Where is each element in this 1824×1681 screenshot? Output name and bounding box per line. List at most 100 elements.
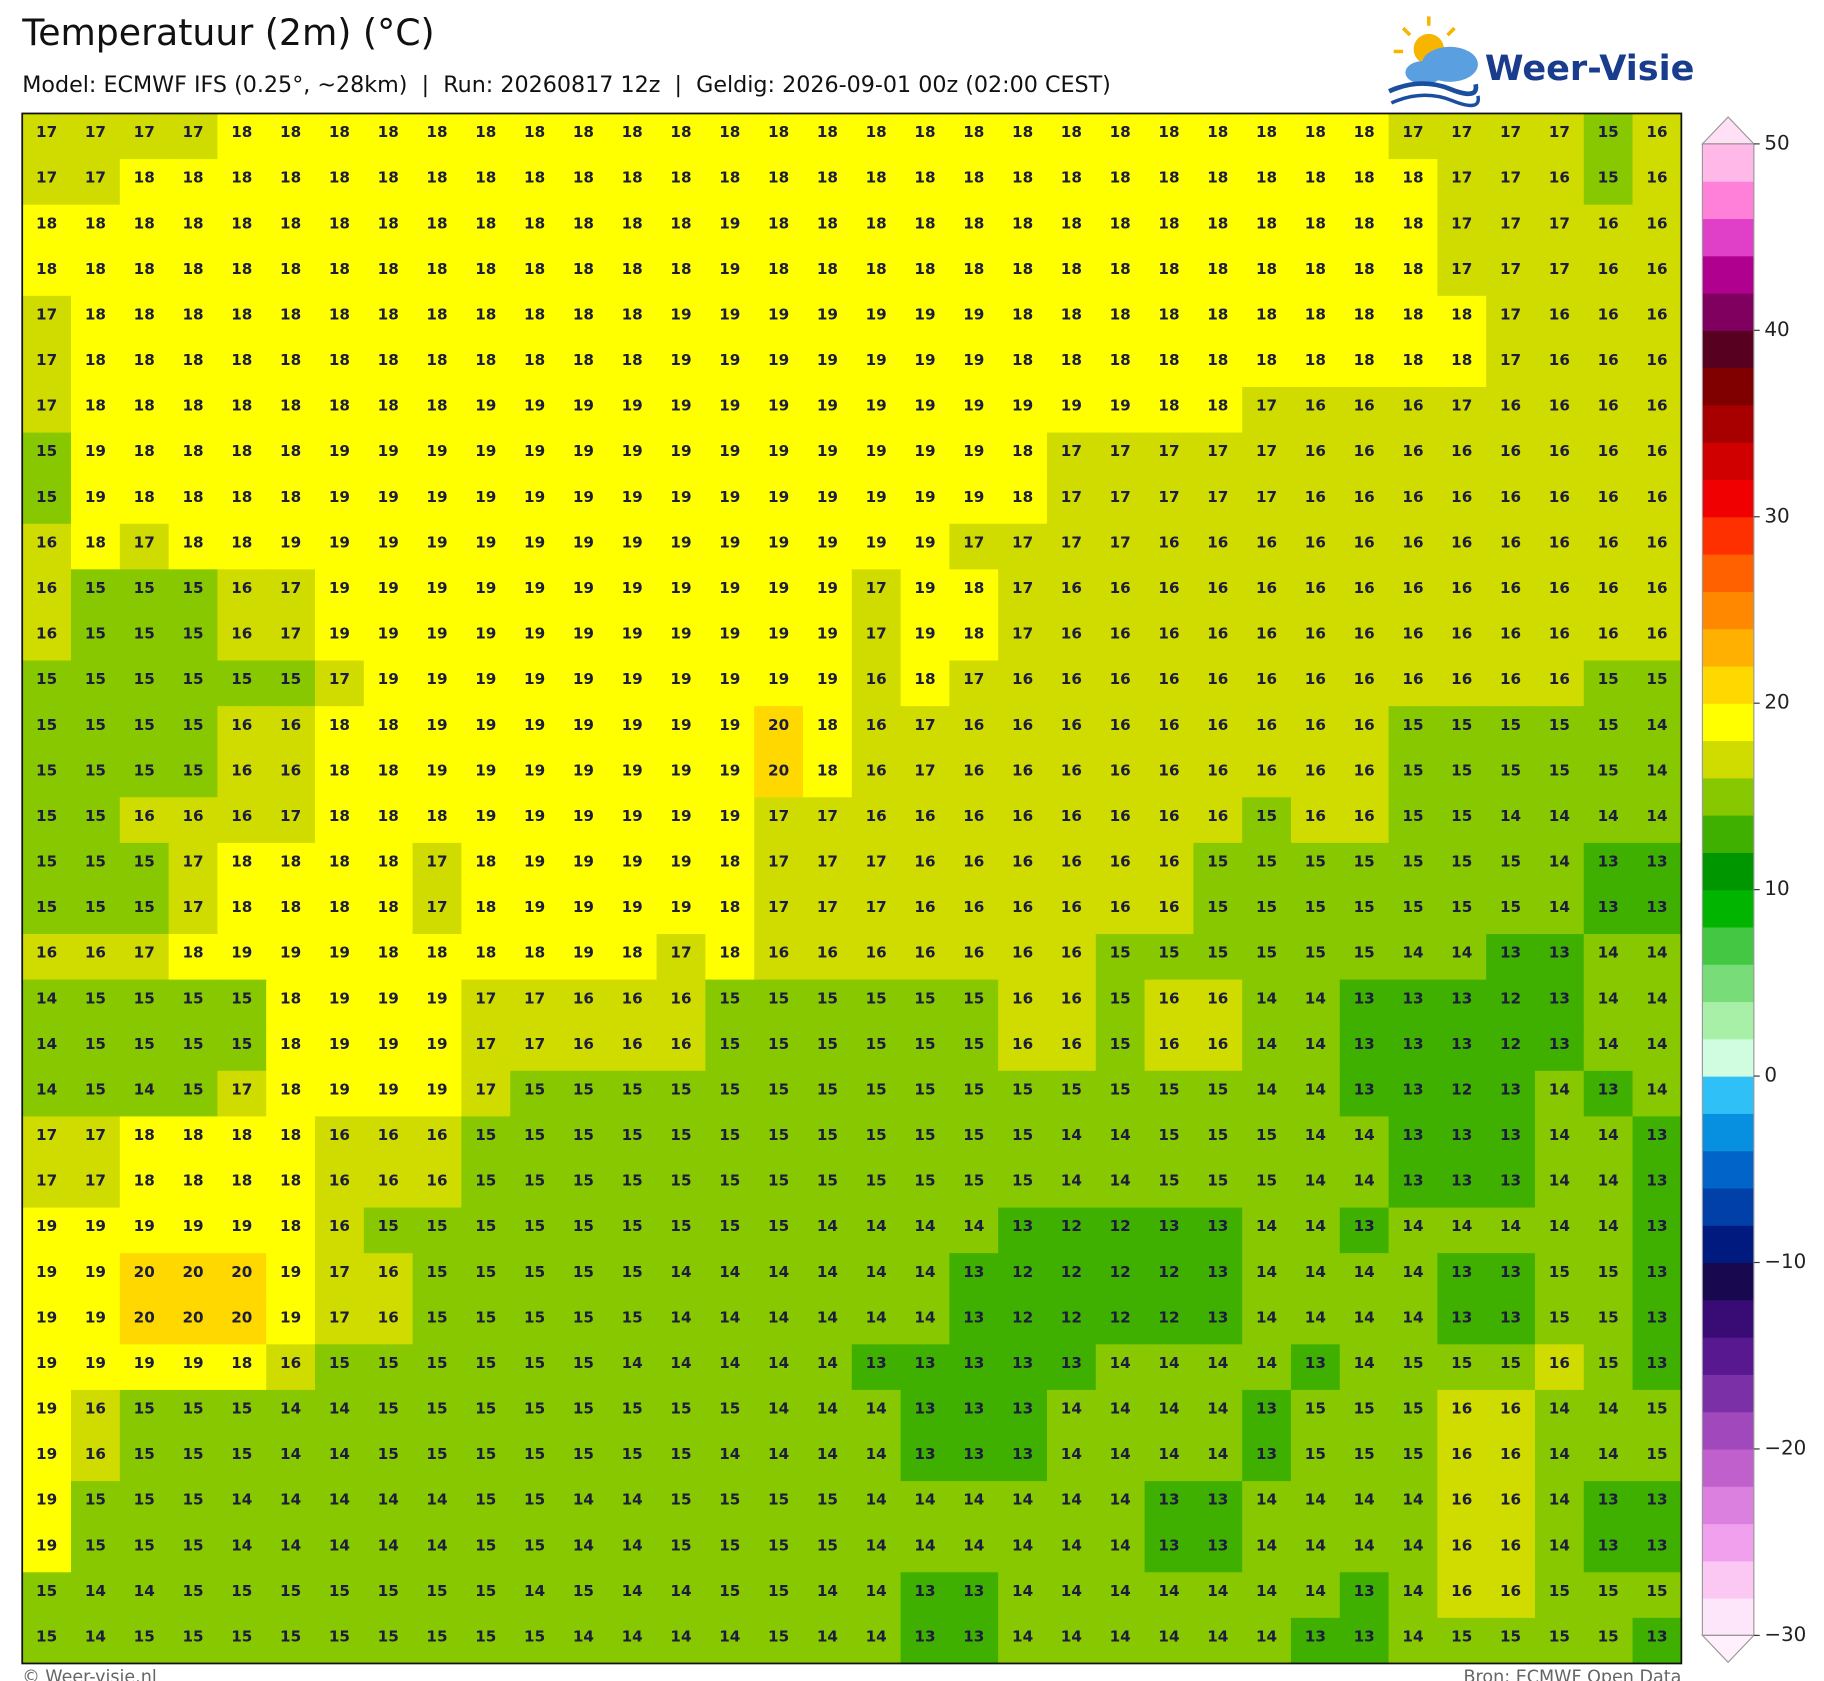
- temperature-label: 16: [866, 716, 887, 734]
- temperature-cell: [1242, 1253, 1292, 1300]
- temperature-cell: [607, 1298, 658, 1345]
- temperature-label: 15: [1598, 123, 1619, 141]
- temperature-cell: [1583, 797, 1634, 844]
- temperature-cell: [1583, 250, 1634, 297]
- temperature-label: 15: [182, 989, 203, 1007]
- temperature-label: 16: [1598, 305, 1619, 323]
- temperature-label: 19: [622, 716, 643, 734]
- temperature-label: 19: [768, 397, 789, 415]
- temperature-label: 18: [426, 169, 447, 187]
- temperature-cell: [315, 569, 365, 616]
- temperature-cell: [558, 478, 609, 525]
- temperature-cell: [1095, 295, 1146, 342]
- temperature-label: 15: [85, 898, 106, 916]
- temperature-cell: [461, 1161, 511, 1209]
- temperature-label: 15: [1256, 807, 1277, 825]
- temperature-cell: [1437, 295, 1487, 342]
- temperature-label: 14: [914, 1263, 935, 1281]
- colorbar-band: [1702, 1523, 1754, 1562]
- temperature-label: 15: [963, 1035, 984, 1053]
- temperature-cell: [1437, 842, 1487, 890]
- temperature-label: 16: [1646, 260, 1667, 278]
- temperature-label: 17: [85, 1126, 106, 1144]
- temperature-cell: [217, 113, 267, 160]
- temperature-cell: [900, 569, 950, 616]
- temperature-cell: [266, 569, 316, 616]
- temperature-cell: [1534, 295, 1585, 342]
- temperature-label: 14: [719, 1445, 740, 1463]
- temperature-cell: [802, 1435, 853, 1482]
- temperature-label: 14: [280, 1445, 301, 1463]
- temperature-label: 14: [1256, 1263, 1277, 1281]
- temperature-label: 18: [426, 351, 447, 369]
- temperature-label: 16: [378, 1126, 399, 1144]
- temperature-cell: [266, 250, 316, 297]
- temperature-cell: [168, 1025, 218, 1072]
- temperature-label: 14: [1012, 1628, 1033, 1646]
- temperature-label: 18: [719, 169, 740, 187]
- temperature-cell: [1388, 159, 1438, 206]
- temperature-label: 16: [378, 1308, 399, 1326]
- temperature-cell: [1632, 1116, 1682, 1163]
- temperature-label: 14: [1256, 1628, 1277, 1646]
- temperature-label: 19: [524, 488, 545, 506]
- temperature-cell: [1144, 1572, 1194, 1619]
- temperature-label: 13: [1500, 1080, 1521, 1098]
- temperature-cell: [1144, 1617, 1194, 1665]
- temperature-cell: [754, 1526, 804, 1573]
- temperature-label: 19: [426, 989, 447, 1007]
- temperature-label: 18: [1451, 305, 1472, 323]
- temperature-cell: [461, 1207, 511, 1254]
- temperature-label: 19: [475, 579, 496, 597]
- temperature-label: 14: [1646, 944, 1667, 962]
- temperature-cell: [363, 842, 414, 890]
- temperature-label: 14: [329, 1445, 350, 1463]
- temperature-label: 16: [1451, 1582, 1472, 1600]
- temperature-cell: [754, 842, 804, 890]
- temperature-cell: [1046, 1435, 1097, 1482]
- temperature-label: 16: [1354, 761, 1375, 779]
- temperature-cell: [266, 888, 316, 935]
- temperature-label: 18: [524, 351, 545, 369]
- temperature-label: 17: [1402, 123, 1423, 141]
- temperature-label: 19: [573, 944, 594, 962]
- temperature-cell: [1534, 1572, 1585, 1619]
- temperature-label: 18: [1158, 169, 1179, 187]
- temperature-label: 14: [1207, 1445, 1228, 1463]
- temperature-cell: [168, 1298, 218, 1345]
- temperature-cell: [998, 569, 1048, 616]
- temperature-label: 12: [1061, 1263, 1082, 1281]
- temperature-cell: [1388, 1389, 1438, 1437]
- temperature-cell: [998, 204, 1048, 251]
- temperature-label: 16: [1158, 625, 1179, 643]
- temperature-cell: [900, 1298, 950, 1345]
- temperature-cell: [1534, 1298, 1585, 1345]
- temperature-cell: [656, 386, 706, 434]
- temperature-label: 13: [1354, 1628, 1375, 1646]
- temperature-cell: [1388, 478, 1438, 525]
- temperature-label: 14: [817, 1628, 838, 1646]
- temperature-label: 18: [280, 1080, 301, 1098]
- temperature-cell: [266, 1526, 316, 1573]
- temperature-cell: [363, 1298, 414, 1345]
- temperature-cell: [851, 386, 902, 434]
- temperature-label: 19: [36, 1491, 57, 1509]
- temperature-cell: [1046, 1116, 1097, 1163]
- temperature-cell: [217, 1253, 267, 1300]
- temperature-cell: [1437, 204, 1487, 251]
- temperature-label: 19: [866, 397, 887, 415]
- temperature-label: 17: [36, 123, 57, 141]
- temperature-cell: [1339, 159, 1390, 206]
- temperature-label: 19: [475, 488, 496, 506]
- temperature-cell: [802, 888, 853, 935]
- temperature-label: 14: [36, 1035, 57, 1053]
- temperature-label: 15: [1354, 853, 1375, 871]
- temperature-label: 15: [182, 1582, 203, 1600]
- temperature-label: 13: [1646, 1354, 1667, 1372]
- temperature-cell: [1534, 1253, 1585, 1300]
- temperature-label: 16: [1646, 397, 1667, 415]
- temperature-cell: [1486, 660, 1536, 707]
- temperature-cell: [1388, 1481, 1438, 1528]
- temperature-cell: [949, 1572, 999, 1619]
- temperature-cell: [1437, 1161, 1487, 1209]
